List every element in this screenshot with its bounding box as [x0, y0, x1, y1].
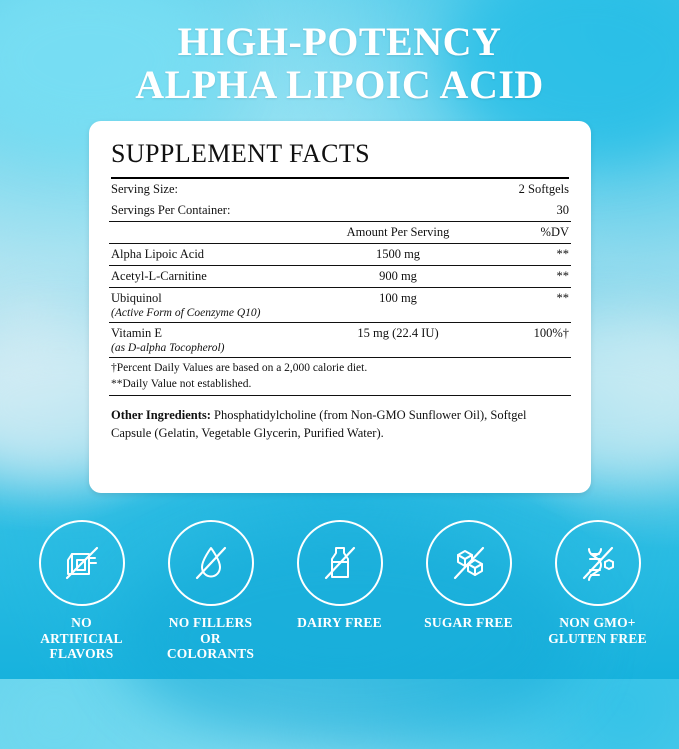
serving-size-label: Serving Size:: [111, 182, 179, 196]
nutrient-subtitle: (as D-alpha Tocopherol): [111, 342, 225, 354]
badge-no-artificial-flavors: NO ARTIFICIAL FLAVORS: [30, 520, 134, 662]
nutrient-amount: 900 mg: [301, 265, 495, 288]
footnote-not-established: **Daily Value not established.: [111, 377, 252, 390]
supplement-facts-table: Serving Size: 2 Softgels Servings Per Co…: [109, 179, 571, 397]
nutrient-amount: 1500 mg: [301, 243, 495, 266]
nutrient-name: Ubiquinol: [111, 291, 162, 305]
badge-sugar-free: SUGAR FREE: [417, 520, 521, 662]
supplement-facts-panel: SUPPLEMENT FACTS Serving Size: 2 Softgel…: [89, 121, 591, 493]
nutrient-name: Alpha Lipoic Acid: [109, 243, 301, 266]
other-ingredients-text: Phosphatidylcholine (from Non-GMO Sunflo…: [111, 408, 527, 441]
badge-label-line2: FLAVORS: [49, 646, 114, 662]
table-row-serving-size: Serving Size: 2 Softgels: [109, 179, 571, 200]
table-row: Ubiquinol (Active Form of Coenzyme Q10) …: [109, 287, 571, 323]
column-header-amount: Amount Per Serving: [301, 221, 495, 244]
badge-label-line2: OR COLORANTS: [166, 630, 255, 662]
non-gmo-dna-icon: [575, 540, 621, 586]
nutrient-subtitle: (Active Form of Coenzyme Q10): [111, 307, 261, 319]
badge-circle: [38, 520, 125, 606]
badge-label-line1: SUGAR FREE: [424, 615, 513, 630]
table-header-row: Amount Per Serving %DV: [109, 221, 571, 244]
badge-label-line2: GLUTEN FREE: [548, 630, 647, 646]
badge-label-line1: NO FILLERS: [168, 615, 253, 630]
badge-circle: [425, 520, 512, 606]
badge-label-line1: DAIRY FREE: [297, 615, 382, 630]
no-artificial-flavors-icon: [59, 540, 105, 586]
column-header-dv: %DV: [495, 221, 571, 244]
badge-circle: [167, 520, 254, 606]
table-row-servings-per-container: Servings Per Container: 30: [109, 200, 571, 222]
other-ingredients-label: Other Ingredients:: [111, 408, 211, 423]
badge-no-fillers-or-colorants: NO FILLERS OR COLORANTS: [159, 520, 263, 662]
badge-label-line1: NON GMO+: [559, 615, 636, 630]
table-row: Acetyl-L-Carnitine 900 mg **: [109, 265, 571, 288]
nutrient-dv: **: [495, 243, 571, 266]
nutrient-name: Vitamin E: [111, 326, 162, 340]
footnote-daily-value: †Percent Daily Values are based on a 2,0…: [111, 362, 368, 374]
table-row: Alpha Lipoic Acid 1500 mg **: [109, 243, 571, 266]
badge-row: NO ARTIFICIAL FLAVORS NO FILLERS OR COLO…: [0, 520, 679, 662]
serving-size-value: 2 Softgels: [518, 182, 569, 196]
servings-per-container-label: Servings Per Container:: [109, 200, 301, 222]
nutrient-name: Acetyl-L-Carnitine: [109, 265, 301, 288]
sugar-free-cubes-icon: [446, 540, 492, 586]
badge-dairy-free: DAIRY FREE: [288, 520, 392, 662]
title-line-1: HIGH-POTENCY: [177, 19, 502, 64]
title-line-2: ALPHA LIPOIC ACID: [135, 62, 544, 108]
supplement-facts-title: SUPPLEMENT FACTS: [111, 139, 569, 179]
badge-circle: [554, 520, 641, 606]
nutrient-dv: **: [495, 265, 571, 288]
badge-label-line1: NO ARTIFICIAL: [40, 615, 123, 646]
nutrient-amount: 15 mg (22.4 IU): [301, 322, 495, 358]
servings-per-container-value: 30: [495, 200, 571, 222]
dairy-free-bottle-icon: [317, 540, 363, 586]
nutrient-amount: 100 mg: [301, 287, 495, 323]
other-ingredients: Other Ingredients: Phosphatidylcholine (…: [109, 396, 571, 442]
nutrient-dv: **: [495, 287, 571, 323]
nutrient-dv: 100%†: [495, 322, 571, 358]
no-fillers-droplet-icon: [188, 540, 234, 586]
badge-non-gmo-gluten-free: NON GMO+ GLUTEN FREE: [546, 520, 650, 662]
table-row: Vitamin E (as D-alpha Tocopherol) 15 mg …: [109, 322, 571, 358]
page-title: HIGH-POTENCY ALPHA LIPOIC ACID: [0, 19, 679, 108]
badge-circle: [296, 520, 383, 606]
table-footnotes-row: †Percent Daily Values are based on a 2,0…: [109, 357, 571, 397]
